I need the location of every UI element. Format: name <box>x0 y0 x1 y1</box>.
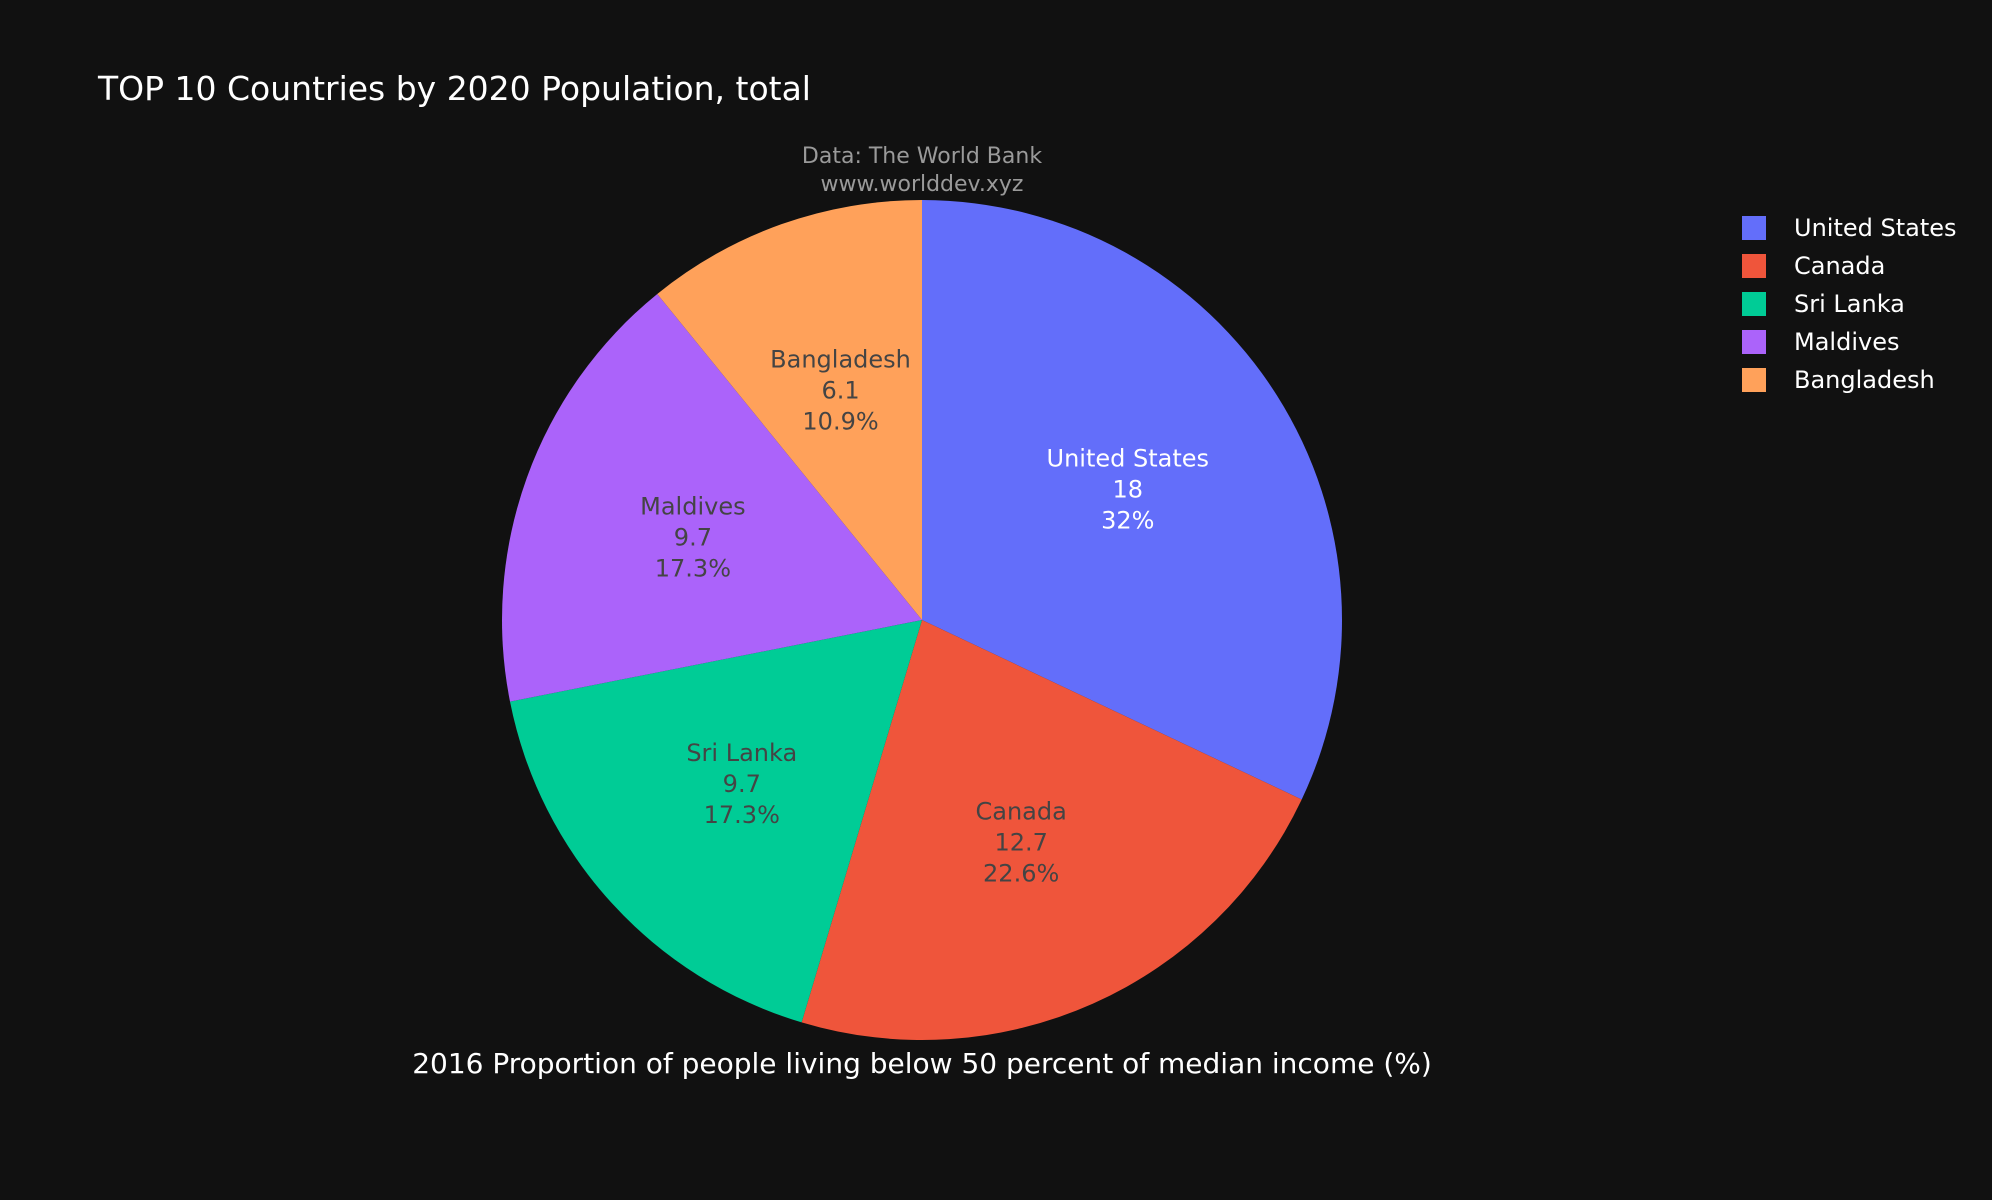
slice-percent-canada: 22.6% <box>983 860 1059 888</box>
pie-slice-labels: United States 18 32% Canada 12.7 22.6% Sri Lan… <box>640 345 1209 887</box>
slice-label-canada: Canada <box>975 798 1066 826</box>
legend-swatch-united-states <box>1742 216 1766 240</box>
legend-item-united-states[interactable]: United States <box>1742 214 1957 242</box>
legend-label-sri-lanka: Sri Lanka <box>1794 290 1905 318</box>
legend-label-maldives: Maldives <box>1794 328 1899 356</box>
legend-item-sri-lanka[interactable]: Sri Lanka <box>1742 290 1905 318</box>
slice-percent-united-states: 32% <box>1101 507 1154 535</box>
pie-slice-bangladesh[interactable] <box>657 200 922 620</box>
legend-swatch-sri-lanka <box>1742 292 1766 316</box>
legend-label-bangladesh: Bangladesh <box>1794 366 1935 394</box>
chart-title: TOP 10 Countries by 2020 Population, tot… <box>97 69 811 108</box>
slice-value-bangladesh: 6.1 <box>821 376 859 404</box>
slice-value-sri-lanka: 9.7 <box>723 770 761 798</box>
legend-label-canada: Canada <box>1794 252 1885 280</box>
pie-slices <box>502 200 1343 1040</box>
legend-item-canada[interactable]: Canada <box>1742 252 1885 280</box>
legend-swatch-canada <box>1742 254 1766 278</box>
slice-value-maldives: 9.7 <box>674 523 712 551</box>
slice-label-united-states: United States <box>1047 445 1210 473</box>
legend-item-maldives[interactable]: Maldives <box>1742 328 1899 356</box>
slice-label-sri-lanka: Sri Lanka <box>686 739 797 767</box>
slice-value-united-states: 18 <box>1113 476 1144 504</box>
slice-value-canada: 12.7 <box>994 829 1047 857</box>
pie-slice-canada[interactable] <box>801 620 1302 1040</box>
pie-slice-sri-lanka[interactable] <box>510 620 922 1023</box>
legend-swatch-maldives <box>1742 330 1766 354</box>
slice-percent-sri-lanka: 17.3% <box>704 801 780 829</box>
source-line-2: www.worlddev.xyz <box>821 172 1024 197</box>
source-line-1: Data: The World Bank <box>802 144 1042 169</box>
pie-slice-maldives[interactable] <box>502 293 922 702</box>
pie-slice-united-states[interactable] <box>922 200 1343 800</box>
legend-swatch-bangladesh <box>1742 368 1766 392</box>
slice-percent-maldives: 17.3% <box>655 554 731 582</box>
slice-label-maldives: Maldives <box>640 492 745 520</box>
legend-label-united-states: United States <box>1794 214 1957 242</box>
legend: United States Canada Sri Lanka Maldives Bang… <box>1742 214 1957 394</box>
legend-item-bangladesh[interactable]: Bangladesh <box>1742 366 1935 394</box>
slice-label-bangladesh: Bangladesh <box>770 345 911 373</box>
x-axis-label: 2016 Proportion of people living below 5… <box>412 1047 1432 1080</box>
slice-percent-bangladesh: 10.9% <box>802 407 878 435</box>
